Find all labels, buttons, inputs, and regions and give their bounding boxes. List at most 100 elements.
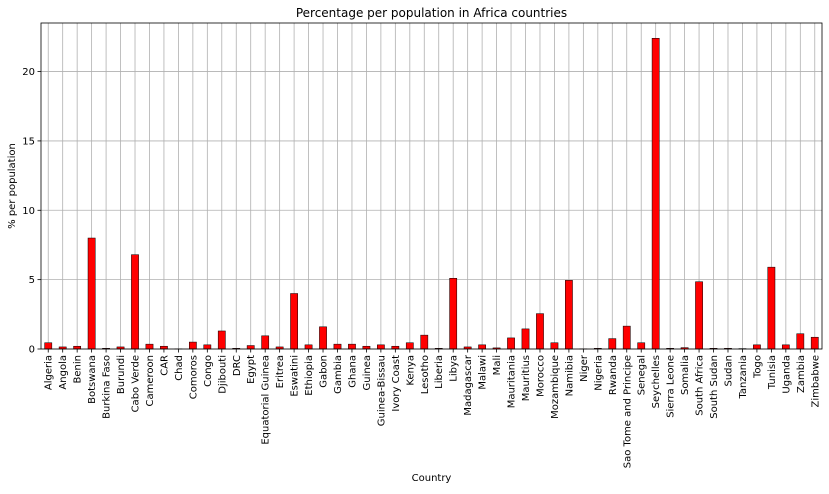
bar — [797, 334, 804, 349]
bar — [160, 346, 167, 349]
bar — [363, 346, 370, 349]
bar — [45, 343, 52, 349]
bar — [638, 343, 645, 349]
x-tick-label: Morocco — [535, 355, 546, 397]
bar — [450, 278, 457, 349]
bar — [247, 346, 254, 349]
x-tick-label: DRC — [232, 355, 243, 376]
chart-title: Percentage per population in Africa coun… — [296, 6, 567, 20]
x-tick-label: Equatorial Guinea — [261, 355, 272, 445]
bar — [74, 346, 81, 349]
bar — [652, 38, 659, 349]
x-tick-label: Niger — [579, 354, 590, 382]
bar — [811, 337, 818, 349]
x-tick-label: Eswatini — [290, 355, 301, 397]
bar — [131, 255, 138, 349]
x-tick-label: Angola — [58, 355, 69, 390]
bars — [45, 38, 819, 349]
x-tick-label: Togo — [752, 355, 763, 379]
bar — [551, 343, 558, 349]
bar — [507, 338, 514, 349]
bar — [565, 280, 572, 349]
x-tick-label: Gambia — [333, 355, 344, 394]
y-axis: 0 5 10 15 20 — [22, 67, 41, 355]
x-tick-label: South Sudan — [709, 355, 720, 419]
bar — [536, 314, 543, 349]
bar — [522, 329, 529, 349]
x-tick-label: Guinea — [362, 355, 373, 390]
x-tick-label: Cabo Verde — [131, 355, 142, 412]
x-tick-label: Guinea-Bissau — [376, 355, 387, 426]
grid — [41, 23, 822, 349]
bar — [319, 327, 326, 349]
y-tick-label: 5 — [29, 275, 35, 286]
y-tick-label: 10 — [22, 206, 35, 217]
x-tick-label: Sudan — [723, 355, 734, 387]
x-tick-label: Mauritius — [521, 355, 532, 401]
bar — [290, 294, 297, 349]
x-tick-label: Algeria — [44, 355, 55, 390]
x-tick-label: Mozambique — [550, 355, 561, 419]
x-tick-label: Gabon — [319, 355, 330, 388]
x-tick-label: Sierra Leone — [666, 355, 677, 418]
y-tick-label: 15 — [22, 136, 35, 147]
x-tick-label: Rwanda — [608, 355, 619, 395]
y-tick-label: 20 — [22, 67, 35, 78]
y-tick-label: 0 — [29, 345, 35, 356]
x-tick-label: Botswana — [87, 355, 98, 404]
bar — [204, 345, 211, 349]
x-tick-label: Comoros — [188, 355, 199, 399]
bar — [753, 345, 760, 349]
x-tick-label: South Africa — [695, 355, 706, 416]
x-tick-label: Benin — [73, 355, 84, 383]
x-tick-label: Namibia — [564, 355, 575, 396]
x-axis-label: Country — [412, 473, 452, 484]
x-tick-label: Burkina Faso — [102, 355, 113, 419]
x-tick-label: Somalia — [680, 355, 691, 395]
x-tick-label: Burundi — [116, 355, 127, 394]
x-tick-label: Ghana — [347, 355, 358, 388]
x-tick-label: Tanzania — [738, 355, 749, 400]
bar — [406, 343, 413, 349]
bar — [218, 331, 225, 349]
x-tick-label: Seychelles — [651, 355, 662, 408]
bar — [768, 267, 775, 349]
x-tick-label: Libya — [449, 355, 460, 382]
x-tick-label: Tunisia — [767, 355, 778, 390]
x-tick-label: Djibouti — [217, 355, 228, 394]
x-tick-label: Ethiopia — [304, 355, 315, 396]
x-tick-label: Ivory Coast — [391, 355, 402, 412]
x-tick-label: Eritrea — [275, 355, 286, 388]
bar — [262, 336, 269, 349]
x-tick-label: Congo — [203, 355, 214, 387]
bar — [334, 344, 341, 349]
x-tick-label: Senegal — [637, 355, 648, 395]
x-tick-label: Malawi — [478, 355, 489, 390]
x-tick-label: Kenya — [405, 355, 416, 386]
x-tick-label: Egypt — [246, 355, 257, 384]
x-tick-label: Lesotho — [420, 355, 431, 394]
x-tick-label: Sao Tome and Principe — [622, 355, 633, 468]
bar — [782, 345, 789, 349]
x-tick-label: Nigeria — [593, 355, 604, 391]
bar — [348, 344, 355, 349]
x-tick-label: Madagascar — [463, 354, 474, 416]
bar — [189, 342, 196, 349]
x-tick-label: Zimbabwe — [810, 355, 821, 408]
bar — [609, 339, 616, 349]
x-tick-label: Liberia — [434, 355, 445, 389]
bar — [88, 238, 95, 349]
bar — [146, 344, 153, 349]
x-tick-label: Zambia — [796, 355, 807, 393]
x-tick-label: Cameroon — [145, 355, 156, 406]
bar — [305, 345, 312, 349]
bar — [623, 326, 630, 349]
x-tick-label: CAR — [159, 355, 170, 376]
bar — [377, 345, 384, 349]
y-axis-label: % per population — [7, 143, 18, 229]
x-tick-label: Mali — [492, 355, 503, 375]
x-tick-label: Mauritania — [507, 355, 518, 408]
